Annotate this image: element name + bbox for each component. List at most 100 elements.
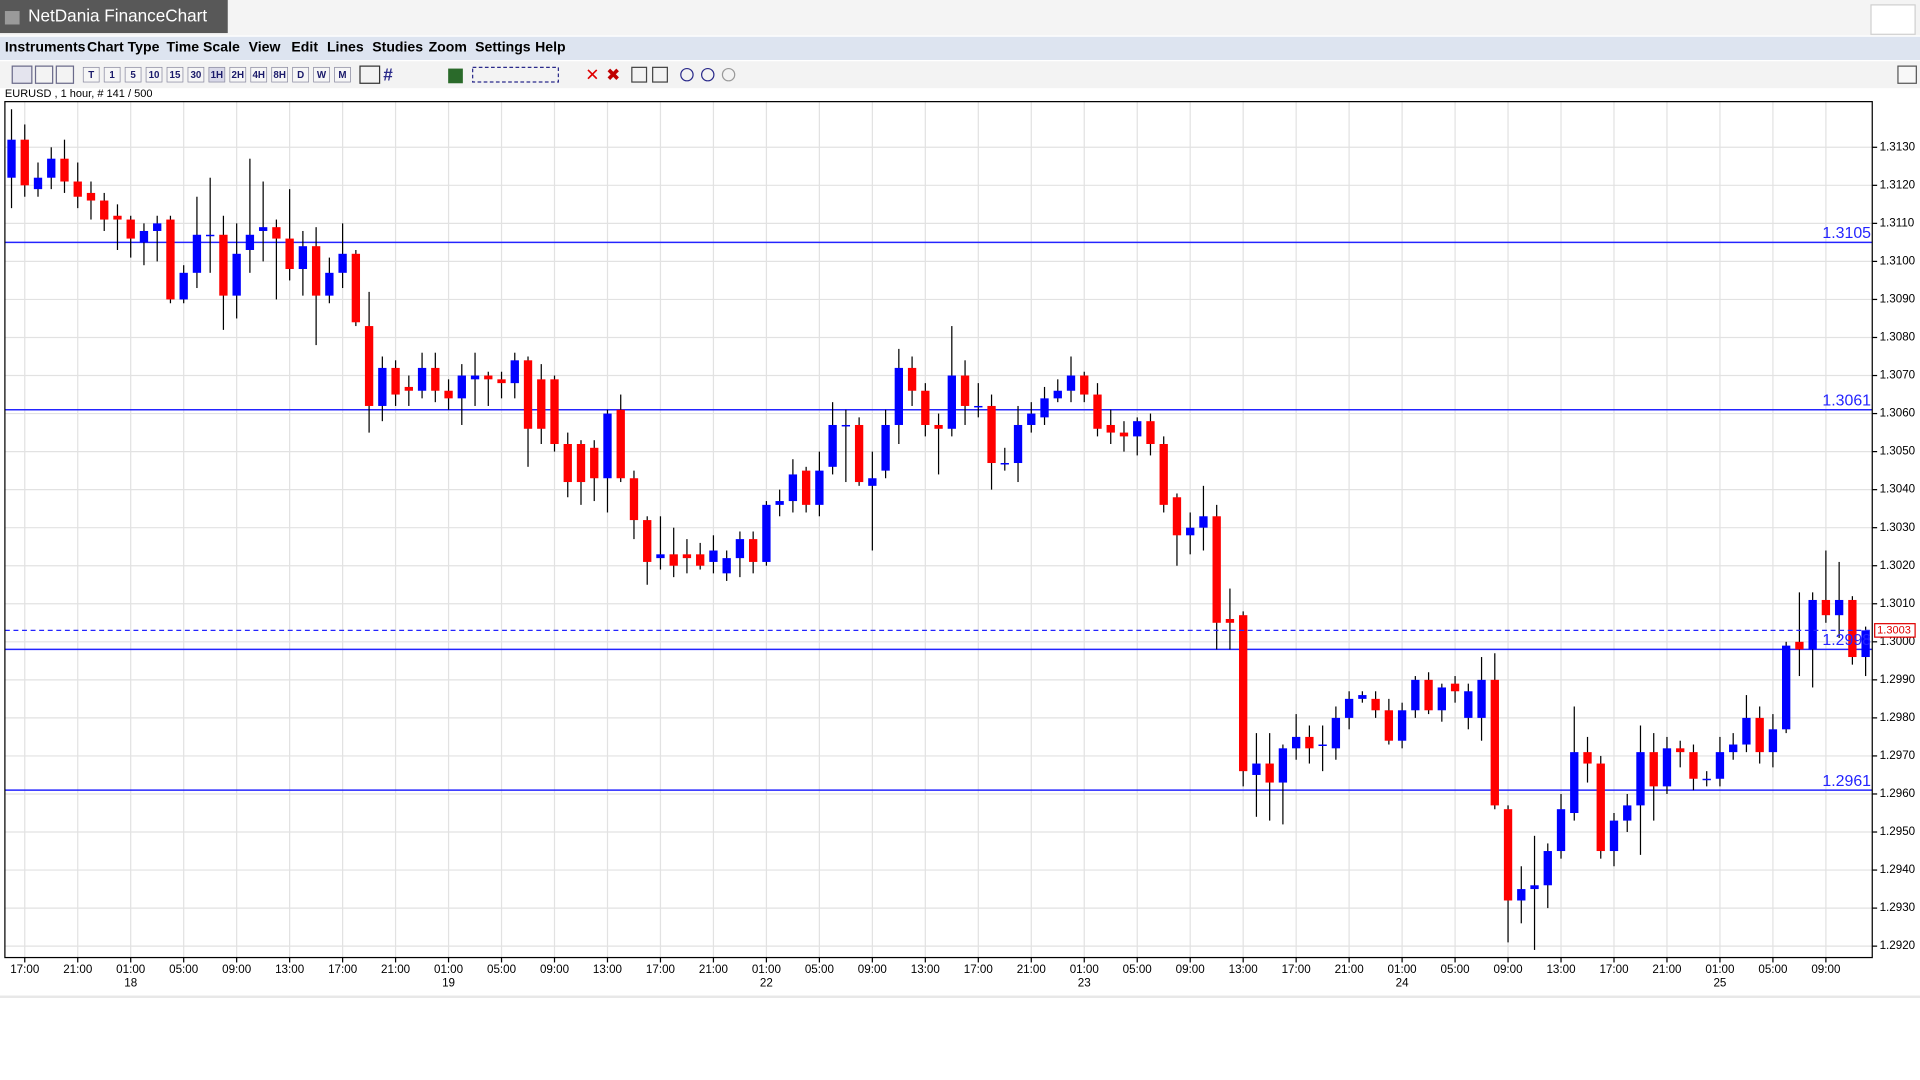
candle-body bbox=[457, 375, 466, 399]
icon[interactable] bbox=[680, 67, 694, 82]
x-tick-label: 05:00 bbox=[1758, 963, 1788, 976]
x-tick-label: 13:00 bbox=[593, 963, 623, 976]
plot-area bbox=[4, 101, 1873, 958]
toolbar-button[interactable] bbox=[250, 66, 268, 83]
toolbar-button-label[interactable]: T bbox=[88, 70, 94, 81]
toolbar-button-label[interactable]: 30 bbox=[190, 70, 201, 81]
candle-body bbox=[709, 550, 718, 562]
toolbar-button[interactable] bbox=[292, 66, 309, 83]
candle-body bbox=[1106, 424, 1115, 433]
x-tick-label: 05:00 bbox=[1441, 963, 1471, 976]
icon[interactable] bbox=[34, 65, 54, 84]
candle-body bbox=[748, 539, 758, 562]
toolbar-button-label[interactable]: M bbox=[338, 70, 346, 81]
toolbar-button[interactable] bbox=[145, 66, 163, 83]
candle-body bbox=[1186, 527, 1195, 536]
toolbar-button[interactable] bbox=[208, 66, 226, 83]
candle-body bbox=[404, 386, 413, 391]
toolbar-button-label[interactable]: 1 bbox=[109, 70, 115, 81]
icon[interactable] bbox=[55, 65, 75, 84]
x-tick-label: 01:00 bbox=[1070, 963, 1100, 976]
x-tick-label: 05:00 bbox=[169, 963, 199, 976]
candle-body bbox=[947, 375, 956, 429]
toolbar-button-label[interactable]: 2H bbox=[232, 70, 245, 81]
candle-body bbox=[391, 367, 400, 395]
toolbar-button[interactable] bbox=[82, 66, 100, 83]
toolbar-button[interactable] bbox=[187, 66, 205, 83]
toolbar-button-label[interactable]: 15 bbox=[170, 70, 181, 81]
x-tick-label: 09:00 bbox=[1811, 963, 1841, 976]
candle-body bbox=[431, 367, 440, 391]
window-control[interactable] bbox=[1870, 4, 1916, 35]
candle-body bbox=[960, 375, 970, 406]
toolbar-button-label[interactable]: D bbox=[297, 70, 304, 81]
candle-body bbox=[192, 234, 202, 273]
day-label: 24 bbox=[1396, 976, 1409, 989]
menu-item[interactable]: Chart Type bbox=[87, 38, 160, 54]
toolbar-button-label[interactable]: 10 bbox=[149, 70, 160, 81]
icon[interactable] bbox=[631, 66, 648, 83]
candle-body bbox=[139, 230, 149, 243]
icon[interactable] bbox=[652, 66, 668, 83]
candle-body bbox=[616, 409, 625, 479]
candle-body bbox=[1649, 752, 1658, 787]
toolbar-button[interactable] bbox=[103, 66, 121, 83]
icon[interactable] bbox=[472, 66, 559, 83]
icon[interactable] bbox=[448, 68, 463, 84]
menu-item[interactable]: Edit bbox=[291, 38, 318, 54]
candle-body bbox=[696, 554, 705, 566]
candle-body bbox=[854, 424, 864, 483]
menu-item[interactable]: Instruments bbox=[5, 38, 86, 54]
toolbar-button-label[interactable]: 4H bbox=[252, 70, 265, 81]
candle-body bbox=[100, 200, 109, 220]
candle-body bbox=[1543, 851, 1552, 886]
icon[interactable] bbox=[1897, 65, 1917, 84]
y-tick-label: 1.2980 bbox=[1880, 711, 1916, 724]
menu-item[interactable]: Zoom bbox=[429, 38, 467, 54]
x-tick-label: 01:00 bbox=[752, 963, 782, 976]
icon[interactable]: ✕ bbox=[585, 64, 599, 84]
x-tick-label: 17:00 bbox=[1599, 963, 1629, 976]
toolbar-button[interactable] bbox=[271, 66, 288, 83]
menu-item[interactable]: Settings bbox=[475, 38, 531, 54]
candle-body bbox=[656, 554, 665, 559]
y-tick-label: 1.2970 bbox=[1880, 749, 1916, 762]
toolbar-button-label[interactable]: 8H bbox=[273, 70, 286, 81]
candle-body bbox=[311, 246, 321, 296]
candle-body bbox=[444, 390, 453, 399]
candle-body bbox=[1093, 394, 1102, 429]
candle-body bbox=[1291, 736, 1301, 749]
toolbar-button[interactable] bbox=[124, 66, 142, 83]
menu-item[interactable]: View bbox=[249, 38, 281, 54]
candle-body bbox=[1781, 645, 1791, 730]
x-tick-label: 17:00 bbox=[1282, 963, 1312, 976]
candle-body bbox=[1570, 752, 1579, 813]
menu-item[interactable]: Studies bbox=[372, 38, 423, 54]
toolbar-button[interactable] bbox=[229, 66, 247, 83]
candle-body bbox=[682, 554, 692, 559]
candle-body bbox=[1305, 736, 1314, 749]
icon[interactable] bbox=[359, 65, 381, 84]
icon[interactable] bbox=[11, 65, 33, 84]
toolbar-button-label[interactable]: 5 bbox=[130, 70, 136, 81]
menu-item[interactable]: Lines bbox=[327, 38, 364, 54]
candle-body bbox=[1437, 687, 1446, 711]
menu-item[interactable]: Help bbox=[535, 38, 566, 54]
menu-item[interactable]: Time Scale bbox=[167, 38, 240, 54]
candle-body bbox=[126, 219, 135, 239]
candle-body bbox=[1477, 679, 1486, 718]
toolbar-button[interactable] bbox=[334, 66, 351, 83]
icon[interactable]: ✖ bbox=[606, 64, 620, 84]
toolbar-button[interactable] bbox=[313, 66, 330, 83]
icon[interactable]: # bbox=[383, 64, 393, 84]
icon[interactable] bbox=[701, 67, 715, 82]
plot-border bbox=[4, 101, 1873, 959]
candle-body bbox=[1239, 615, 1248, 772]
icon[interactable] bbox=[721, 67, 736, 82]
candle-body bbox=[7, 139, 16, 178]
candle-body bbox=[921, 390, 930, 425]
toolbar-button-label[interactable]: 1H bbox=[211, 70, 224, 81]
toolbar-button[interactable] bbox=[166, 66, 184, 83]
toolbar-button-label[interactable]: W bbox=[317, 70, 327, 81]
x-tick-label: 21:00 bbox=[1652, 963, 1682, 976]
